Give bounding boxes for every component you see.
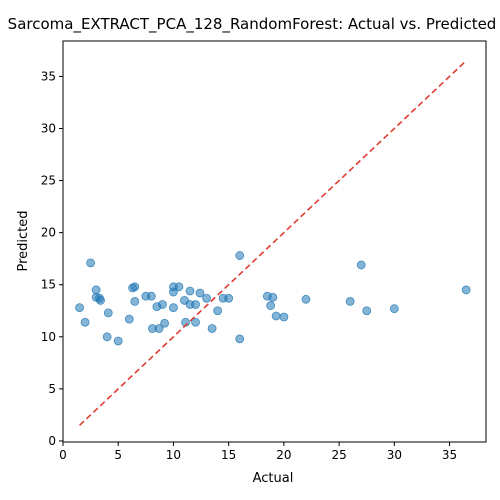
reference-line — [79, 60, 467, 426]
data-point — [362, 306, 372, 316]
data-point — [157, 300, 167, 309]
data-point — [191, 300, 200, 309]
y-tick-label: 15 — [41, 278, 56, 292]
data-point — [102, 332, 112, 342]
data-point — [154, 324, 164, 333]
data-point — [169, 287, 178, 297]
data-point — [213, 306, 223, 316]
x-tick-label: 5 — [114, 448, 122, 462]
data-point — [169, 303, 178, 313]
data-point — [174, 282, 184, 292]
data-point — [124, 314, 134, 324]
chart-title: Sarcoma_EXTRACT_PCA_128_RandomForest: Ac… — [8, 15, 497, 34]
x-tick-label: 20 — [276, 448, 291, 462]
data-point — [86, 258, 96, 268]
x-tick-label: 10 — [166, 448, 181, 462]
y-axis-ticks: 0 5 10 15 20 25 30 35 — [41, 69, 63, 448]
data-point — [356, 260, 366, 270]
data-point — [389, 304, 399, 314]
data-point — [191, 317, 200, 327]
y-tick-label: 25 — [41, 174, 56, 188]
x-axis-label: Actual — [253, 471, 294, 486]
x-axis-ticks: 0 5 10 15 20 25 30 35 — [59, 442, 457, 462]
data-points — [75, 251, 471, 346]
data-point — [268, 292, 278, 302]
x-tick-label: 25 — [331, 448, 346, 462]
y-tick-label: 0 — [48, 434, 56, 448]
data-point — [130, 296, 140, 306]
data-point — [103, 308, 113, 318]
data-point — [185, 286, 195, 296]
data-point — [80, 317, 90, 327]
data-point — [130, 282, 140, 292]
data-point — [207, 324, 217, 333]
data-point — [113, 336, 123, 346]
data-point — [235, 251, 245, 260]
reference-line-layer — [79, 60, 467, 426]
data-point — [146, 291, 156, 301]
y-tick-label: 10 — [41, 330, 56, 344]
data-point — [279, 312, 289, 322]
y-tick-label: 20 — [41, 226, 56, 240]
data-point — [160, 318, 170, 328]
data-point — [461, 285, 471, 295]
data-point — [91, 285, 101, 295]
x-tick-label: 15 — [221, 448, 236, 462]
data-point — [271, 311, 281, 321]
data-point — [224, 293, 234, 303]
x-tick-label: 30 — [387, 448, 402, 462]
data-point — [266, 301, 276, 310]
x-tick-label: 0 — [59, 448, 67, 462]
data-point — [235, 334, 245, 344]
y-tick-label: 35 — [41, 69, 56, 83]
y-axis-label: Predicted — [16, 210, 31, 271]
data-point — [75, 303, 84, 313]
data-point — [195, 288, 205, 298]
data-point — [345, 296, 355, 306]
axes-frame — [62, 40, 487, 443]
x-tick-label: 35 — [442, 448, 457, 462]
data-point — [301, 294, 311, 304]
data-point — [202, 293, 211, 303]
y-tick-label: 30 — [41, 121, 56, 135]
data-point — [96, 295, 105, 305]
y-tick-label: 5 — [48, 382, 56, 396]
